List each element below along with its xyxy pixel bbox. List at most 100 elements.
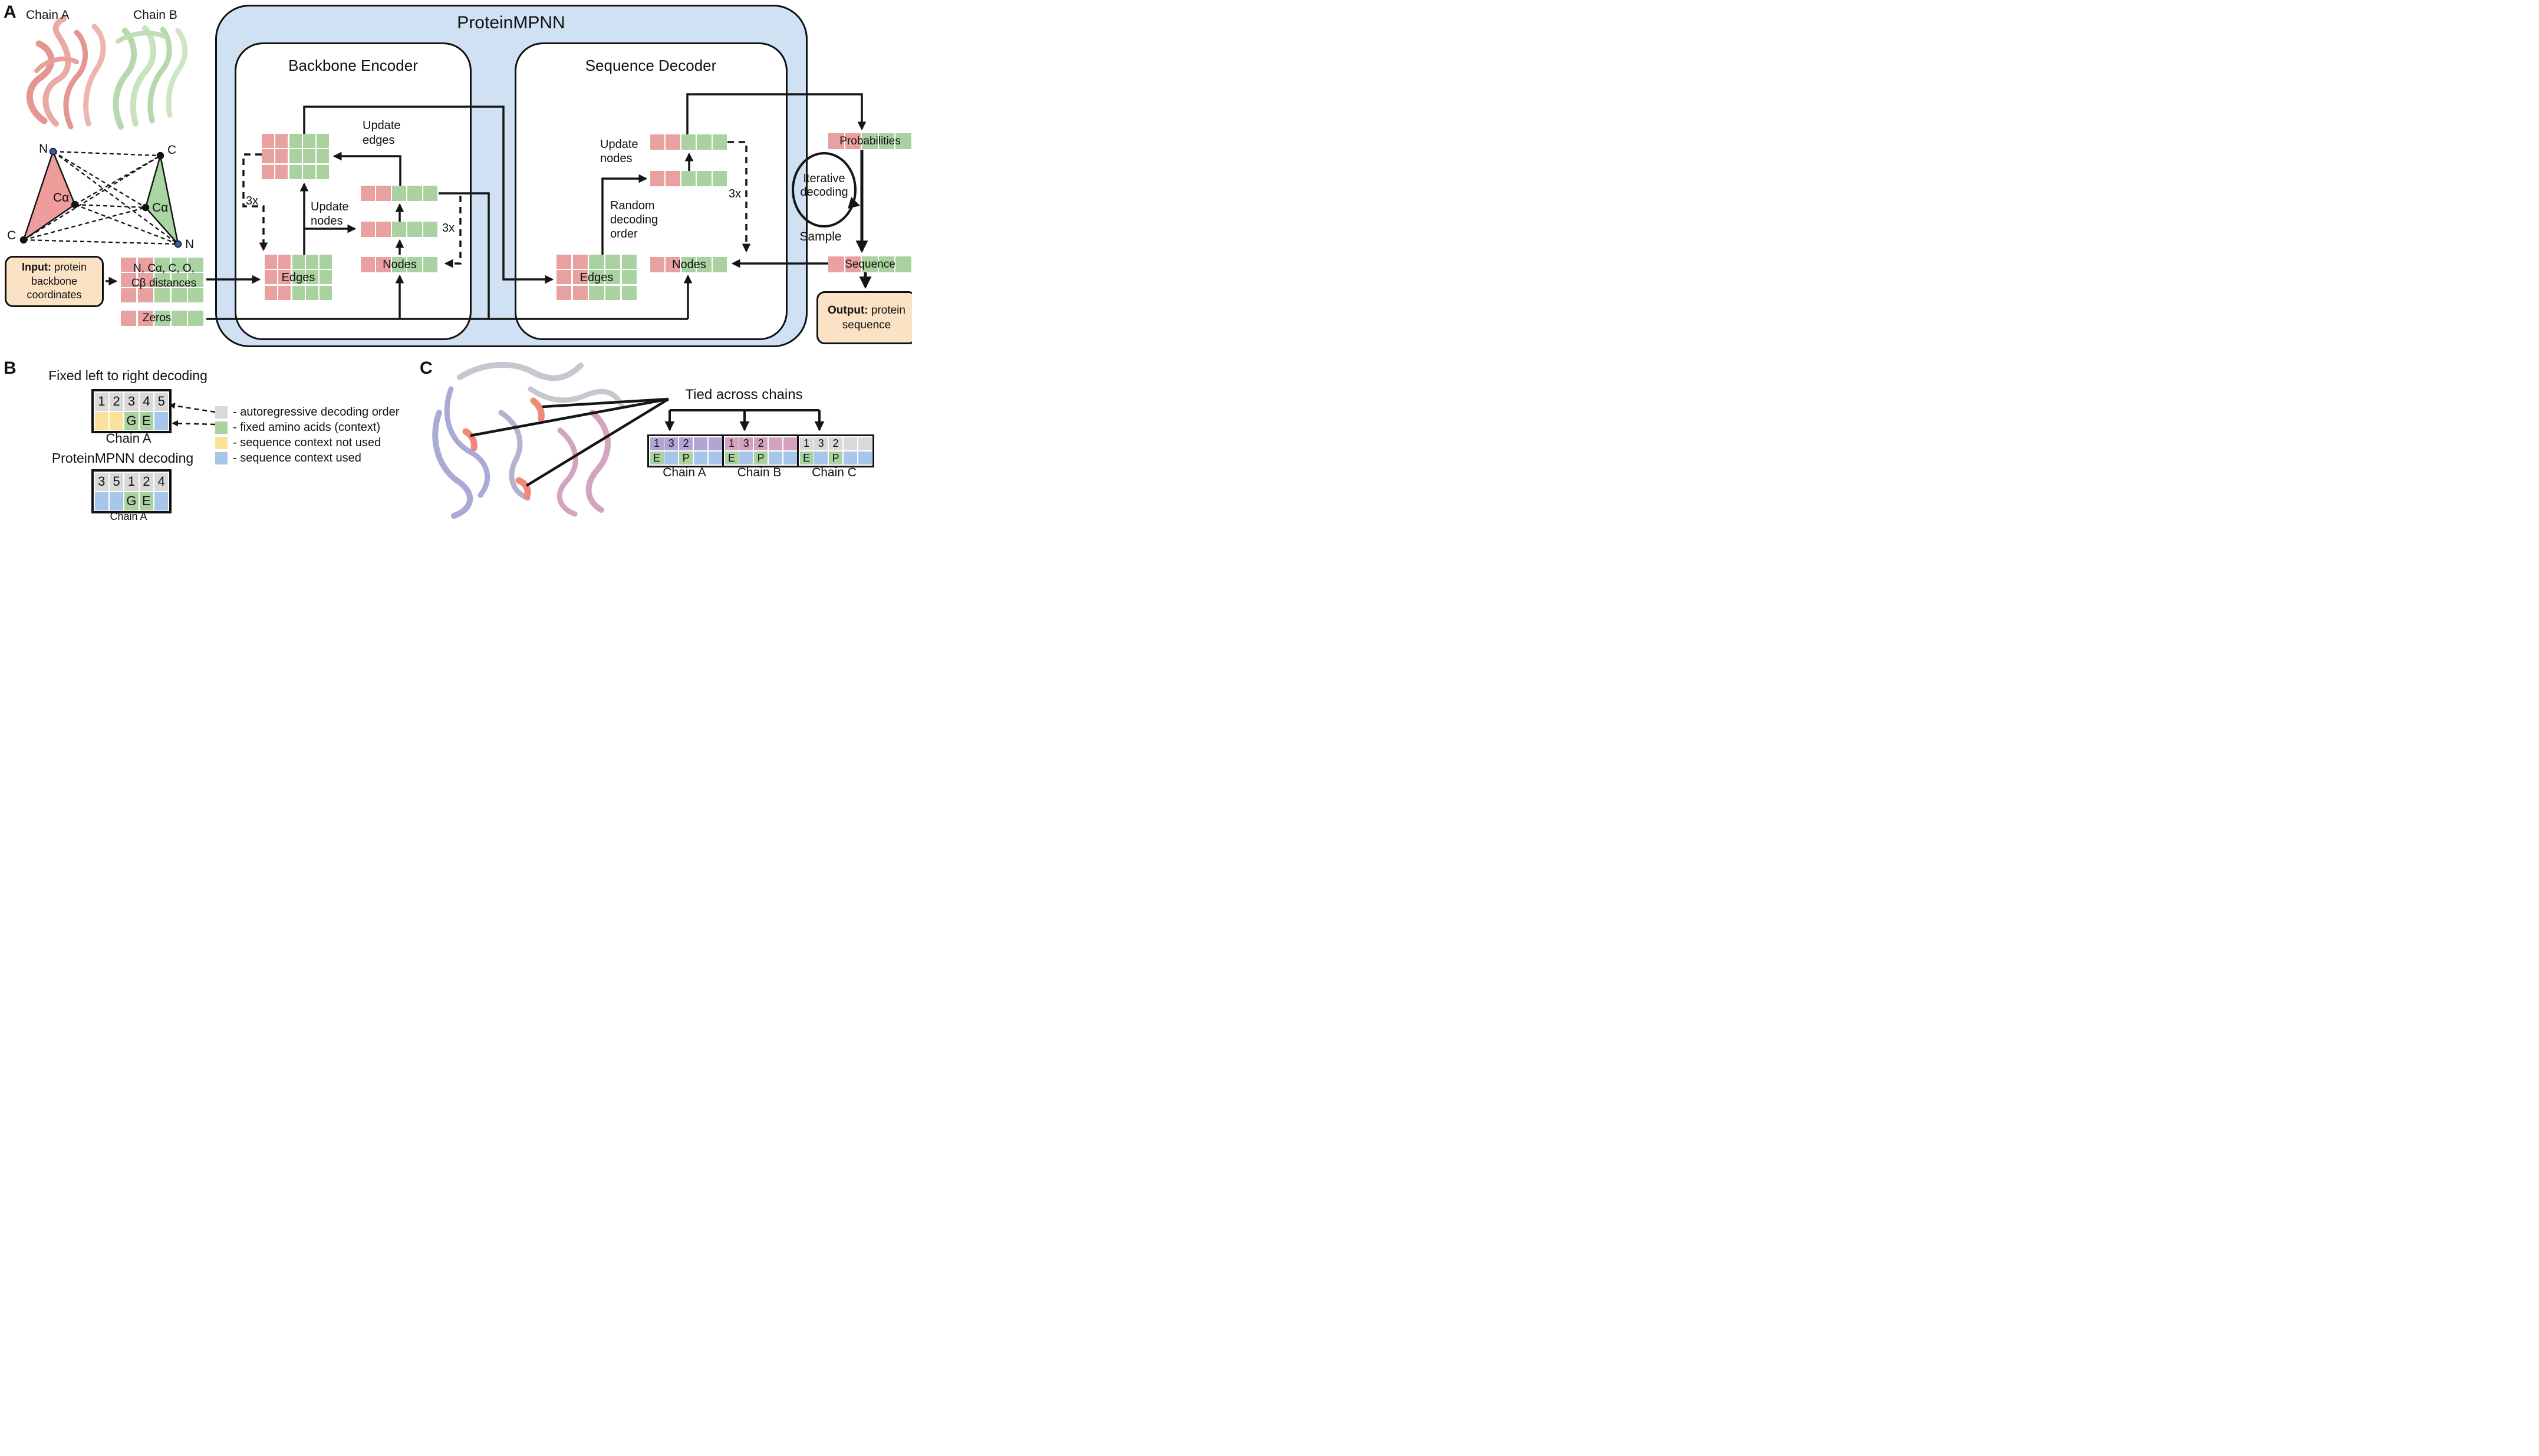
- grid-cell: [317, 164, 330, 179]
- grid-cell: [154, 311, 170, 326]
- grid-cell: [154, 492, 169, 510]
- sequence-decoder-title: Sequence Decoder: [585, 57, 717, 74]
- legend-swatch-blue: [215, 452, 228, 465]
- zeros-label: Zeros: [142, 312, 172, 324]
- grid-cell: [712, 134, 727, 150]
- legend-label: - sequence context not used: [233, 436, 381, 449]
- grid-cell: [828, 256, 844, 272]
- decoder-update-nodes-label-1: Update: [600, 138, 638, 151]
- encoder-3x-left-label: 3x: [246, 195, 259, 207]
- encoder-nodes-output-line: [439, 192, 490, 319]
- grid-cell: 5: [109, 472, 124, 491]
- grid-cell: [693, 451, 707, 465]
- grid-cell: [845, 133, 861, 149]
- grid-cell: [878, 133, 895, 149]
- legend-pointer-arrows: [169, 403, 216, 427]
- grid-cell: [278, 270, 291, 285]
- encoder-node-row-mid: [361, 222, 437, 237]
- decoder-node-row-mid: [650, 171, 727, 186]
- legend-label: - autoregressive decoding order: [233, 406, 400, 419]
- grid-cell: [572, 285, 588, 300]
- grid-cell: [305, 255, 318, 269]
- grid-cell: [361, 257, 376, 272]
- grid-cell: [262, 164, 274, 179]
- grid-cell: [556, 285, 572, 300]
- grid-cell: [843, 437, 857, 450]
- proteinmpnn-title: ProteinMPNN: [457, 13, 565, 32]
- chain-b-tied-caption: Chain B: [737, 466, 782, 479]
- grid-cell: [589, 270, 604, 285]
- grid-cell: [171, 311, 187, 326]
- iterative-decoding-label-2: decoding: [800, 186, 848, 199]
- grid-cell: [697, 134, 712, 150]
- grid-cell: [320, 285, 332, 300]
- grid-cell: 2: [109, 392, 124, 411]
- tied-across-chains-lines: [470, 397, 825, 487]
- distances-label-1: N, Cα, C, O,: [133, 262, 195, 275]
- grid-cell: [289, 164, 302, 179]
- grid-cell: [605, 285, 621, 300]
- grid-cell: [556, 255, 572, 269]
- grid-cell: [391, 186, 407, 201]
- decoder-nodes-row: [650, 257, 727, 272]
- grid-cell: 2: [139, 472, 154, 491]
- decoder-edges-grid: [556, 255, 637, 300]
- grid-cell: [317, 134, 330, 148]
- grid-cell: [407, 186, 422, 201]
- grid-cell: [137, 311, 153, 326]
- grid-cell: [391, 257, 407, 272]
- grid-cell: [605, 270, 621, 285]
- decoder-to-probabilities-line: [686, 93, 867, 134]
- output-line1: Output: protein: [828, 303, 905, 318]
- encoder-nodes-label: Nodes: [383, 258, 417, 271]
- grid-cell: [302, 164, 315, 179]
- grid-cell: [302, 149, 315, 164]
- grid-cell: 1: [124, 472, 139, 491]
- grid-cell: [681, 134, 696, 150]
- encoder-updated-edges-grid: [262, 134, 330, 179]
- grid-cell: [376, 257, 391, 272]
- grid-cell: [289, 149, 302, 164]
- chain-a-ribbon-icon: [26, 16, 106, 130]
- grid-cell: [292, 255, 305, 269]
- grid-cell: [292, 285, 305, 300]
- decoder-nodes-label: Nodes: [672, 258, 706, 271]
- grid-cell: [572, 270, 588, 285]
- flow-arrows: [106, 93, 867, 320]
- encoder-nodes-3x-loop: [444, 196, 462, 268]
- sequence-label: Sequence: [845, 258, 895, 271]
- panel-c-protein-ribbon-icon: [432, 361, 625, 519]
- grid-cell: 4: [154, 472, 169, 491]
- grid-cell: P: [829, 451, 843, 465]
- decoder-update-nodes-label-2: nodes: [600, 152, 633, 165]
- chain-c-tied-caption: Chain C: [812, 466, 857, 479]
- grid-cell: [697, 257, 712, 272]
- distance-dashed-lines: [23, 150, 179, 245]
- grid-cell: [278, 285, 291, 300]
- zeros-row: [121, 311, 203, 326]
- ca-atom-label: Cα: [152, 201, 169, 215]
- grid-cell: [137, 288, 153, 302]
- input-rest: protein: [51, 261, 87, 273]
- grid-cell: [621, 285, 637, 300]
- grid-cell: [697, 171, 712, 186]
- c-atom-node: [156, 151, 164, 160]
- grid-cell: 1: [650, 437, 664, 450]
- grid-cell: [376, 186, 391, 201]
- backbone-encoder-title: Backbone Encoder: [288, 57, 418, 74]
- chain-a-label: Chain A: [26, 8, 70, 22]
- grid-cell: [862, 256, 878, 272]
- encoder-edges-3x-loop: [242, 153, 268, 252]
- grid-cell: [317, 149, 330, 164]
- grid-cell: [154, 411, 169, 430]
- input-line3: coordinates: [27, 289, 82, 301]
- thick-arrows: [855, 150, 872, 289]
- grid-cell: [94, 411, 108, 430]
- sample-label: Sample: [799, 230, 842, 243]
- grid-cell: [262, 134, 274, 148]
- grid-cell: [739, 451, 753, 465]
- grid-cell: E: [139, 411, 154, 430]
- grid-cell: [262, 149, 274, 164]
- grid-cell: G: [124, 411, 139, 430]
